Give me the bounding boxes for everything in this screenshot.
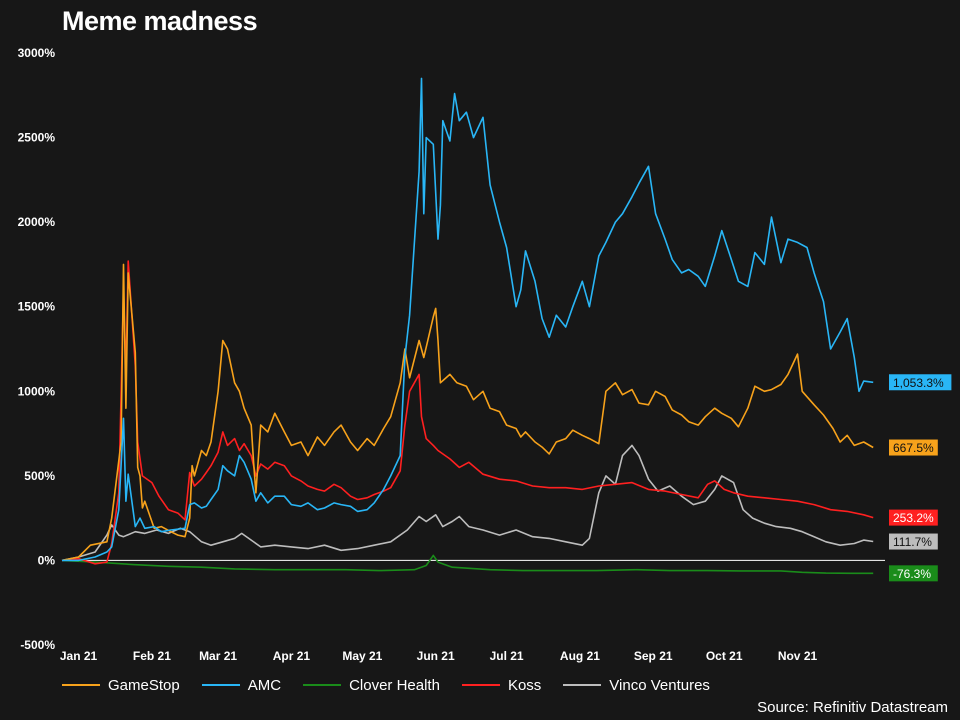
end-label-clover-health: -76.3%	[889, 565, 938, 582]
y-axis-ticks: -500% 0% 500% 1000% 1500% 2000% 2500% 3000%	[18, 46, 56, 652]
end-label-box	[889, 565, 938, 582]
legend-item-koss: Koss	[461, 676, 542, 694]
legend-swatch	[201, 684, 240, 686]
legend-swatch	[62, 684, 100, 686]
series-line-clover-health	[61, 554, 874, 575]
y-tick-label: -500%	[20, 638, 55, 652]
end-label-text: 253.2%	[893, 511, 934, 525]
series-lines	[61, 77, 874, 575]
x-tick-label: Jul 21	[490, 649, 524, 663]
x-tick-label: Nov 21	[778, 649, 818, 663]
end-label-amc: 1,053.3%	[889, 374, 952, 391]
chart-title: Meme madness	[62, 6, 258, 36]
legend-label: Koss	[507, 676, 542, 694]
y-tick-label: 2500%	[18, 131, 56, 145]
end-labels: 667.5% 1,053.3% -76.3% 253.2% 111.7%	[889, 374, 952, 582]
source-note: Source: Refinitiv Datastream	[757, 699, 948, 716]
legend-label: Clover Health	[349, 676, 440, 694]
legend: GameStop AMC Clover Health Koss Vinco Ventur…	[62, 675, 732, 695]
x-tick-label: Aug 21	[560, 649, 600, 663]
end-label-box	[889, 374, 952, 391]
y-tick-label: 3000%	[18, 46, 56, 60]
legend-item-vinco-ventures: Vinco Ventures	[563, 677, 710, 694]
legend-label: Vinco Ventures	[609, 676, 710, 694]
y-tick-label: 0%	[38, 553, 56, 567]
x-tick-label: May 21	[342, 649, 382, 663]
legend-item-gamestop: GameStop	[62, 677, 180, 694]
series-line-koss	[61, 260, 874, 565]
end-label-box	[889, 509, 938, 526]
end-label-box	[889, 533, 938, 550]
legend-swatch	[303, 684, 342, 686]
end-label-text: -76.3%	[893, 567, 931, 581]
x-tick-label: Feb 21	[133, 649, 171, 663]
x-tick-label: Jan 21	[60, 649, 98, 663]
end-label-vinco-ventures: 111.7%	[889, 533, 938, 550]
y-tick-label: 1500%	[18, 300, 56, 314]
x-tick-label: Oct 21	[706, 649, 743, 663]
y-tick-label: 1000%	[18, 384, 56, 398]
legend-label: AMC	[247, 676, 282, 694]
series-line-gamestop	[61, 263, 874, 562]
y-tick-label: 500%	[24, 469, 55, 483]
x-axis-ticks: Jan 21 Feb 21 Mar 21 Apr 21 May 21 Jun 21 Jul …	[60, 649, 818, 663]
legend-swatch	[563, 684, 602, 686]
end-label-box	[889, 439, 938, 456]
x-tick-label: Apr 21	[273, 649, 311, 663]
end-label-koss: 253.2%	[889, 509, 938, 526]
end-label-gamestop: 667.5%	[889, 439, 938, 456]
y-tick-label: 2000%	[18, 215, 56, 229]
legend-label: GameStop	[108, 676, 180, 694]
x-tick-label: Sep 21	[634, 649, 673, 663]
series-line-amc	[62, 77, 874, 562]
x-tick-label: Jun 21	[417, 649, 455, 663]
end-label-text: 1,053.3%	[893, 376, 944, 390]
legend-swatch	[461, 684, 500, 686]
end-label-text: 667.5%	[893, 441, 934, 455]
end-label-text: 111.7%	[893, 535, 932, 549]
legend-item-amc: AMC	[201, 676, 282, 694]
x-tick-label: Mar 21	[199, 649, 237, 663]
legend-item-clover-health: Clover Health	[303, 677, 440, 694]
